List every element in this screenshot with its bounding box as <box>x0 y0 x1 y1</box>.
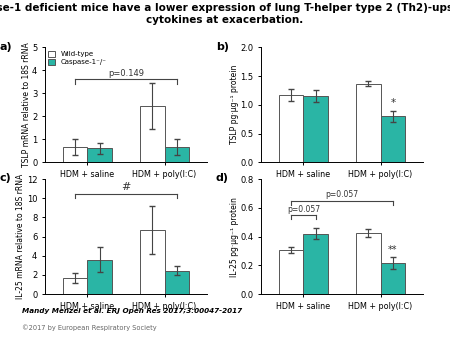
Text: Mandy Menzel et al. ERJ Open Res 2017;3:00047-2017: Mandy Menzel et al. ERJ Open Res 2017;3:… <box>22 308 243 314</box>
Bar <box>165 271 189 294</box>
Text: c): c) <box>0 173 11 184</box>
Bar <box>279 250 303 294</box>
Text: *: * <box>390 98 396 107</box>
Bar <box>63 278 87 294</box>
Bar <box>381 263 405 294</box>
Text: b): b) <box>216 42 229 52</box>
Y-axis label: TSLP mRNA relative to 18S rRNA: TSLP mRNA relative to 18S rRNA <box>22 42 31 167</box>
Text: Caspase-1 deficient mice have a lower expression of lung T-helper type 2 (Th2)-u: Caspase-1 deficient mice have a lower ex… <box>0 3 450 25</box>
Bar <box>87 148 112 162</box>
Legend: Wild-type, Caspase-1⁻/⁻: Wild-type, Caspase-1⁻/⁻ <box>49 51 107 66</box>
Bar <box>303 96 328 162</box>
Text: p=0.057: p=0.057 <box>325 190 359 199</box>
Y-axis label: IL-25 pg·μg⁻¹ protein: IL-25 pg·μg⁻¹ protein <box>230 197 238 276</box>
Text: p=0.149: p=0.149 <box>108 69 144 78</box>
Text: a): a) <box>0 42 12 52</box>
Text: ©2017 by European Respiratory Society: ©2017 by European Respiratory Society <box>22 324 157 331</box>
Bar <box>87 260 112 294</box>
Bar <box>356 83 381 162</box>
Text: #: # <box>122 182 130 192</box>
Bar <box>140 106 165 162</box>
Bar <box>279 95 303 162</box>
Text: **: ** <box>388 245 398 255</box>
Y-axis label: TSLP pg·μg⁻¹ protein: TSLP pg·μg⁻¹ protein <box>230 65 239 144</box>
Bar <box>303 234 328 294</box>
Text: p=0.057: p=0.057 <box>287 205 320 214</box>
Bar <box>63 147 87 162</box>
Bar <box>165 147 189 162</box>
Text: d): d) <box>216 173 229 184</box>
Y-axis label: IL-25 mRNA relative to 18S rRNA: IL-25 mRNA relative to 18S rRNA <box>17 174 26 299</box>
Bar <box>140 230 165 294</box>
Bar <box>356 233 381 294</box>
Bar <box>381 116 405 162</box>
